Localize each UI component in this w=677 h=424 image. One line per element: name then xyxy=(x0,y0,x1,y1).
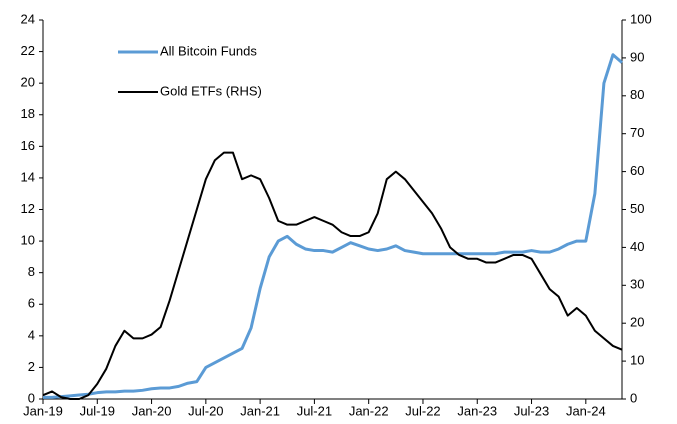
x-tick-label: Jan-21 xyxy=(240,403,280,418)
y-tick-label: 6 xyxy=(28,296,35,311)
legend-label: Gold ETFs (RHS) xyxy=(160,83,262,98)
x-tick-label: Jan-24 xyxy=(566,403,606,418)
y2-tick-label: 70 xyxy=(630,125,644,140)
x-tick-label: Jan-23 xyxy=(457,403,497,418)
y-tick-label: 18 xyxy=(21,106,35,121)
y-tick-label: 2 xyxy=(28,359,35,374)
x-tick-label: Jul-21 xyxy=(297,403,332,418)
y-tick-label: 16 xyxy=(21,138,35,153)
x-tick-label: Jul-19 xyxy=(80,403,115,418)
y2-tick-label: 40 xyxy=(630,239,644,254)
x-tick-label: Jul-22 xyxy=(405,403,440,418)
y2-tick-label: 100 xyxy=(630,11,652,26)
y-tick-label: 22 xyxy=(21,43,35,58)
y-tick-label: 14 xyxy=(21,169,35,184)
series-line xyxy=(43,53,623,399)
y-tick-label: 12 xyxy=(21,201,35,216)
y2-tick-label: 10 xyxy=(630,353,644,368)
x-tick-label: Jul-20 xyxy=(188,403,223,418)
y-tick-label: 0 xyxy=(28,390,35,405)
legend-label: All Bitcoin Funds xyxy=(160,43,257,58)
x-tick-label: Jan-22 xyxy=(349,403,389,418)
y2-tick-label: 0 xyxy=(630,390,637,405)
x-tick-label: Jul-23 xyxy=(514,403,549,418)
y-tick-label: 20 xyxy=(21,75,35,90)
y2-tick-label: 90 xyxy=(630,49,644,64)
y2-tick-label: 80 xyxy=(630,87,644,102)
series-line xyxy=(42,151,623,400)
y2-tick-label: 20 xyxy=(630,315,644,330)
y-tick-label: 8 xyxy=(28,264,35,279)
y-tick-label: 24 xyxy=(21,11,35,26)
x-tick-label: Jan-20 xyxy=(132,403,172,418)
y2-tick-label: 60 xyxy=(630,163,644,178)
y2-tick-label: 30 xyxy=(630,277,644,292)
x-tick-label: Jan-19 xyxy=(23,403,63,418)
y2-tick-label: 50 xyxy=(630,201,644,216)
y-tick-label: 10 xyxy=(21,233,35,248)
y-tick-label: 4 xyxy=(28,327,35,342)
